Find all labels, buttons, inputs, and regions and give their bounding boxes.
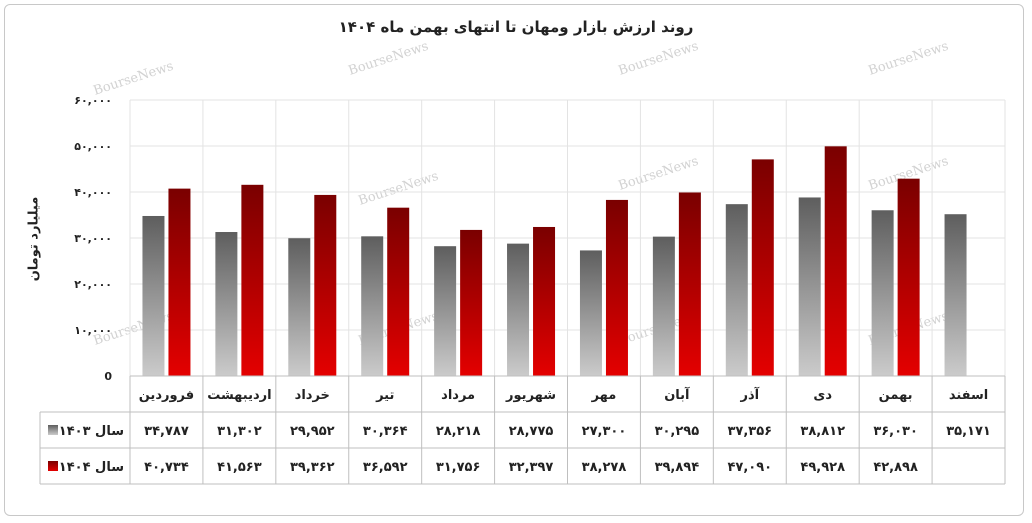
data-label: ۳۱,۷۵۶ xyxy=(436,460,481,475)
bar-1403 xyxy=(507,243,530,376)
data-label: ۲۹,۹۵۲ xyxy=(290,424,335,439)
y-tick-label: ۴۰,۰۰۰ xyxy=(74,186,112,199)
bar-1403 xyxy=(361,236,384,376)
bar-1404 xyxy=(751,159,774,376)
bar-1404 xyxy=(460,229,483,376)
y-tick-label: 0 xyxy=(104,370,112,383)
data-label: ۴۱,۵۶۳ xyxy=(217,460,262,475)
data-label: ۴۰,۷۳۴ xyxy=(144,460,189,475)
data-label: ۲۷,۳۰۰ xyxy=(582,424,627,439)
x-tick-label: مرداد xyxy=(441,388,475,403)
data-label: ۳۰,۲۹۵ xyxy=(655,424,700,439)
data-label: ۳۶,۰۳۰ xyxy=(873,424,918,439)
x-tick-label: دی xyxy=(813,388,832,403)
bar-1403 xyxy=(798,197,821,376)
data-label: ۳۱,۳۰۲ xyxy=(217,424,262,439)
data-label: ۴۹,۹۲۸ xyxy=(800,460,845,475)
data-label: ۳۹,۸۹۴ xyxy=(655,460,700,475)
data-label: ۳۰,۳۶۴ xyxy=(363,424,408,439)
data-label: ۲۸,۲۱۸ xyxy=(436,424,481,439)
x-tick-label: آذر xyxy=(739,386,759,403)
bar-1404 xyxy=(387,207,410,376)
x-tick-label: مهر xyxy=(591,388,617,403)
data-label: ۲۸,۷۷۵ xyxy=(509,424,554,439)
bar-1403 xyxy=(652,236,675,376)
watermark-text: BourseNews xyxy=(357,169,441,209)
watermark-text: BourseNews xyxy=(867,39,951,79)
bar-1403 xyxy=(944,214,967,376)
bar-1403 xyxy=(142,215,165,376)
data-label: ۳۸,۸۱۲ xyxy=(800,424,845,439)
x-tick-label: فروردین xyxy=(139,388,194,403)
data-label: ۳۶,۵۹۲ xyxy=(363,460,408,475)
bar-1403 xyxy=(434,246,457,376)
y-tick-label: ۱۰,۰۰۰ xyxy=(74,324,112,337)
data-label: ۴۲,۸۹۸ xyxy=(873,460,918,475)
bar-1404 xyxy=(824,146,847,376)
bar-1404 xyxy=(314,194,337,376)
data-label: ۳۴,۷۸۷ xyxy=(144,424,189,439)
y-tick-label: ۵۰,۰۰۰ xyxy=(74,140,112,153)
watermark-text: BourseNews xyxy=(347,39,431,79)
y-tick-label: ۶۰,۰۰۰ xyxy=(74,94,112,107)
data-label: ۳۹,۳۶۲ xyxy=(290,460,335,475)
legend-label: سال ۱۴۰۴ xyxy=(59,460,124,475)
x-tick-label: اردیبهشت xyxy=(207,388,271,403)
data-label: ۳۵,۱۷۱ xyxy=(946,424,991,439)
x-tick-label: تیر xyxy=(375,388,394,403)
chart-title: روند ارزش بازار ومهان تا انتهای بهمن ماه… xyxy=(338,18,694,36)
legend-label: سال ۱۴۰۳ xyxy=(59,424,124,439)
bar-1404 xyxy=(533,226,556,376)
x-tick-label: خرداد xyxy=(295,388,330,403)
x-tick-label: شهریور xyxy=(505,388,556,403)
bar-1403 xyxy=(215,232,238,376)
bar-1403 xyxy=(579,250,602,376)
bar-1404 xyxy=(241,184,264,376)
bar-1404 xyxy=(168,188,191,376)
data-label: ۳۸,۲۷۸ xyxy=(582,460,627,475)
data-label: ۳۷,۳۵۶ xyxy=(727,424,772,439)
x-tick-label: اسفند xyxy=(949,388,988,403)
bar-1404 xyxy=(678,192,701,376)
bar-1403 xyxy=(288,238,311,376)
y-tick-label: ۲۰,۰۰۰ xyxy=(74,278,112,291)
data-label: ۴۷,۰۹۰ xyxy=(727,460,772,475)
bar-1403 xyxy=(725,204,748,376)
bar-1403 xyxy=(871,210,894,376)
x-tick-label: آبان xyxy=(664,386,690,403)
watermark-text: BourseNews xyxy=(617,39,701,79)
watermark-text: BourseNews xyxy=(617,154,701,194)
y-tick-label: ۳۰,۰۰۰ xyxy=(74,232,112,245)
bar-1404 xyxy=(605,199,628,376)
legend-swatch xyxy=(48,461,58,471)
watermark-text: BourseNews xyxy=(92,59,176,99)
bar-1404 xyxy=(897,178,920,376)
data-label: ۳۲,۳۹۷ xyxy=(509,460,554,475)
legend-swatch xyxy=(48,425,58,435)
x-tick-label: بهمن xyxy=(879,388,913,403)
